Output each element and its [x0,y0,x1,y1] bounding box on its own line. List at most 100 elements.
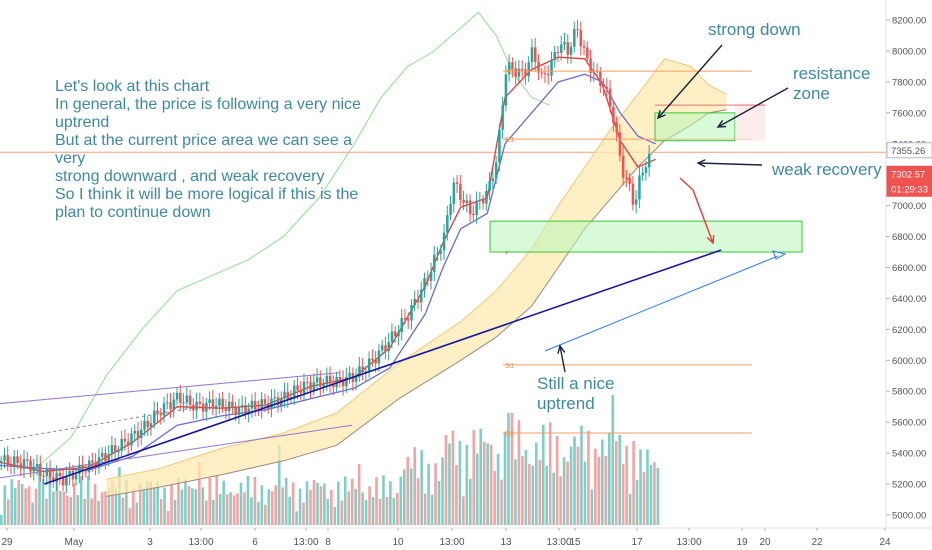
candle-body [390,331,394,343]
volume-bar [59,491,62,525]
candle-body [91,460,94,463]
volume-bar [215,475,218,525]
resistance-arrow-head [716,120,727,128]
volume-bar [152,487,156,525]
candle-body [433,254,436,272]
y-tick-label: 8000.00 [892,47,926,58]
volume-bar [281,487,284,525]
volume-bar [389,481,392,525]
candle-body [628,177,631,184]
volume-bar [166,510,170,525]
candle-body [227,401,231,412]
candle-body [296,385,299,391]
x-tick-label: 19 [736,537,748,548]
candle-body [423,277,426,290]
strong-down-arrow-head [656,110,666,120]
volume-bar [284,477,288,525]
volume-bar [607,432,611,525]
volume-bar [208,477,212,525]
candle-body [19,463,23,469]
volume-bar [646,449,649,525]
candle-body [87,460,91,473]
last-price-badge: 7355.26 [891,146,925,157]
volume-bar [319,486,323,525]
forecast-arrow-shaft [692,189,714,244]
candle-body [556,52,560,54]
pivot-label-r2: R2 [505,67,515,76]
drawing-overlays[interactable] [44,44,803,485]
candle-body [71,471,75,480]
volume-bar [149,481,152,525]
volume-bar [406,456,410,525]
volume-bar [552,472,555,525]
candle-body [393,331,397,337]
volume-bar [458,440,462,525]
candle-body [436,253,439,255]
volume-bar [211,499,215,525]
volume-bar [538,460,542,525]
volume-bar [555,436,559,525]
candle-body [361,366,364,373]
volume-bar [330,490,333,525]
candle-body [293,385,296,397]
strong-down-label: strong down [708,20,801,39]
candle-body [299,390,303,394]
candle-body [84,471,88,473]
x-tick-label: 13:00 [188,537,213,548]
volume-bar [260,485,264,525]
candle-body [166,402,169,404]
candle-body [524,69,527,77]
volume-bar [72,483,76,525]
resistance-arrow-shaft [717,87,789,128]
volume-bar [653,462,656,525]
uptrend-line [44,249,722,485]
candle-body [146,420,150,428]
volume-bar [159,499,163,525]
volume-bar [354,488,357,525]
channel-upper-line [0,372,341,405]
volume-bar [468,478,472,525]
candle-body [45,468,49,477]
candle-body [276,397,280,406]
candle-body [520,69,524,71]
candle-body [485,190,488,204]
candle-body [221,398,224,408]
candle-body [16,456,19,464]
weak-recovery-arrow-shaft [697,162,763,166]
x-tick-label: 13:00 [676,537,701,548]
x-tick-label: 20 [759,537,771,548]
volume-bar [163,487,166,525]
candle-body [195,401,198,411]
volume-bar [184,479,187,525]
volume-bar [138,483,142,525]
volume-bar [580,425,583,525]
volume-bars [0,395,660,525]
candle-body [237,406,241,415]
volume-bar [566,461,569,525]
candle-body [647,153,651,168]
candle-body [599,71,602,86]
candle-body [377,350,381,364]
candle-body [0,460,3,462]
candle-body [341,379,345,387]
volume-bar [267,489,271,525]
y-tick-label: 8200.00 [892,16,926,27]
y-tick-label: 7800.00 [892,77,926,88]
channel-lower-line [0,424,353,479]
candle-body [569,46,573,55]
countdown-badge-bg [886,180,932,197]
volume-bar [448,443,451,525]
volume-bar [597,456,601,525]
candle-body [218,398,221,406]
grid [0,0,932,529]
candle-body [113,445,117,453]
volume-bar [475,453,479,525]
candle-body [205,402,208,412]
candle-body [26,459,29,461]
candle-body [527,62,530,77]
volume-bar [472,430,476,525]
volume-bar [17,480,20,525]
countdown-badge: 01:29:33 [891,184,928,195]
candle-body [104,453,107,461]
